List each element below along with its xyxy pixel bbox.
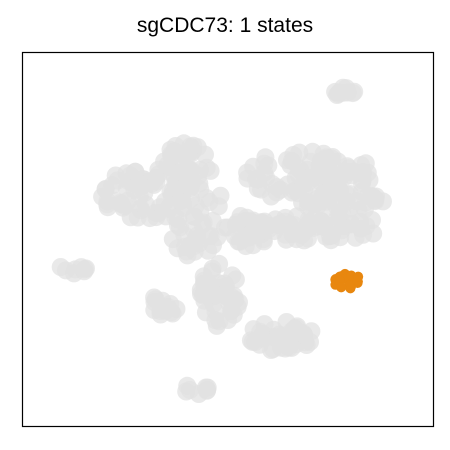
background-cell-point: [260, 220, 278, 238]
background-cell-point: [228, 213, 247, 232]
background-cell-point: [367, 187, 385, 206]
background-cell-point: [288, 317, 307, 336]
highlighted-cell-point: [336, 282, 347, 293]
background-cell-point: [151, 305, 170, 324]
background-cell-point: [218, 311, 237, 329]
background-cell-point: [103, 176, 122, 195]
background-cell-point: [197, 381, 216, 400]
background-cells-layer: [51, 78, 392, 403]
highlighted-cell-point: [344, 280, 355, 291]
background-cell-point: [268, 178, 287, 197]
background-cell-point: [244, 211, 262, 230]
background-cell-point: [201, 161, 220, 180]
background-cell-point: [184, 136, 203, 155]
background-cell-point: [171, 218, 189, 237]
background-cell-point: [211, 186, 230, 205]
background-cell-point: [203, 283, 222, 302]
background-cell-point: [199, 241, 218, 260]
background-cell-point: [166, 137, 185, 155]
background-cell-point: [210, 254, 229, 273]
background-cell-point: [345, 82, 364, 101]
plot-frame: [21, 51, 435, 428]
background-cell-point: [51, 258, 70, 276]
background-cell-point: [140, 209, 159, 228]
background-cell-point: [328, 86, 347, 104]
highlighted-cells-layer: [330, 268, 364, 294]
background-cell-point: [282, 152, 301, 170]
background-cell-point: [197, 189, 216, 207]
background-cell-point: [255, 154, 274, 173]
background-cell-point: [301, 152, 320, 171]
background-cell-point: [121, 208, 140, 227]
chart-title: sgCDC73: 1 states: [136, 14, 314, 37]
background-cell-point: [112, 195, 131, 213]
background-cell-point: [191, 203, 210, 222]
background-cell-point: [325, 159, 344, 178]
background-cell-point: [356, 154, 375, 173]
background-cell-point: [355, 200, 374, 219]
background-cell-point: [77, 259, 95, 278]
background-cell-point: [270, 325, 289, 344]
highlighted-cell-point: [353, 271, 364, 282]
background-cell-point: [305, 195, 324, 213]
background-cell-point: [98, 192, 117, 211]
background-cell-point: [178, 246, 197, 265]
background-cell-point: [200, 227, 218, 246]
background-cell-point: [126, 162, 145, 181]
background-cell-point: [240, 226, 259, 244]
background-cell-point: [299, 229, 317, 248]
background-cell-point: [251, 322, 270, 341]
background-cell-point: [340, 163, 358, 181]
background-cell-point: [179, 165, 198, 184]
background-cell-point: [163, 164, 182, 183]
background-cell-point: [252, 180, 271, 199]
background-cell-point: [300, 213, 319, 232]
background-cell-point: [332, 203, 351, 222]
background-cell-point: [303, 169, 322, 187]
background-cell-point: [217, 287, 236, 306]
background-cell-point: [206, 311, 225, 330]
background-cell-point: [184, 220, 203, 239]
background-cell-point: [322, 226, 341, 245]
background-cell-point: [276, 339, 295, 358]
